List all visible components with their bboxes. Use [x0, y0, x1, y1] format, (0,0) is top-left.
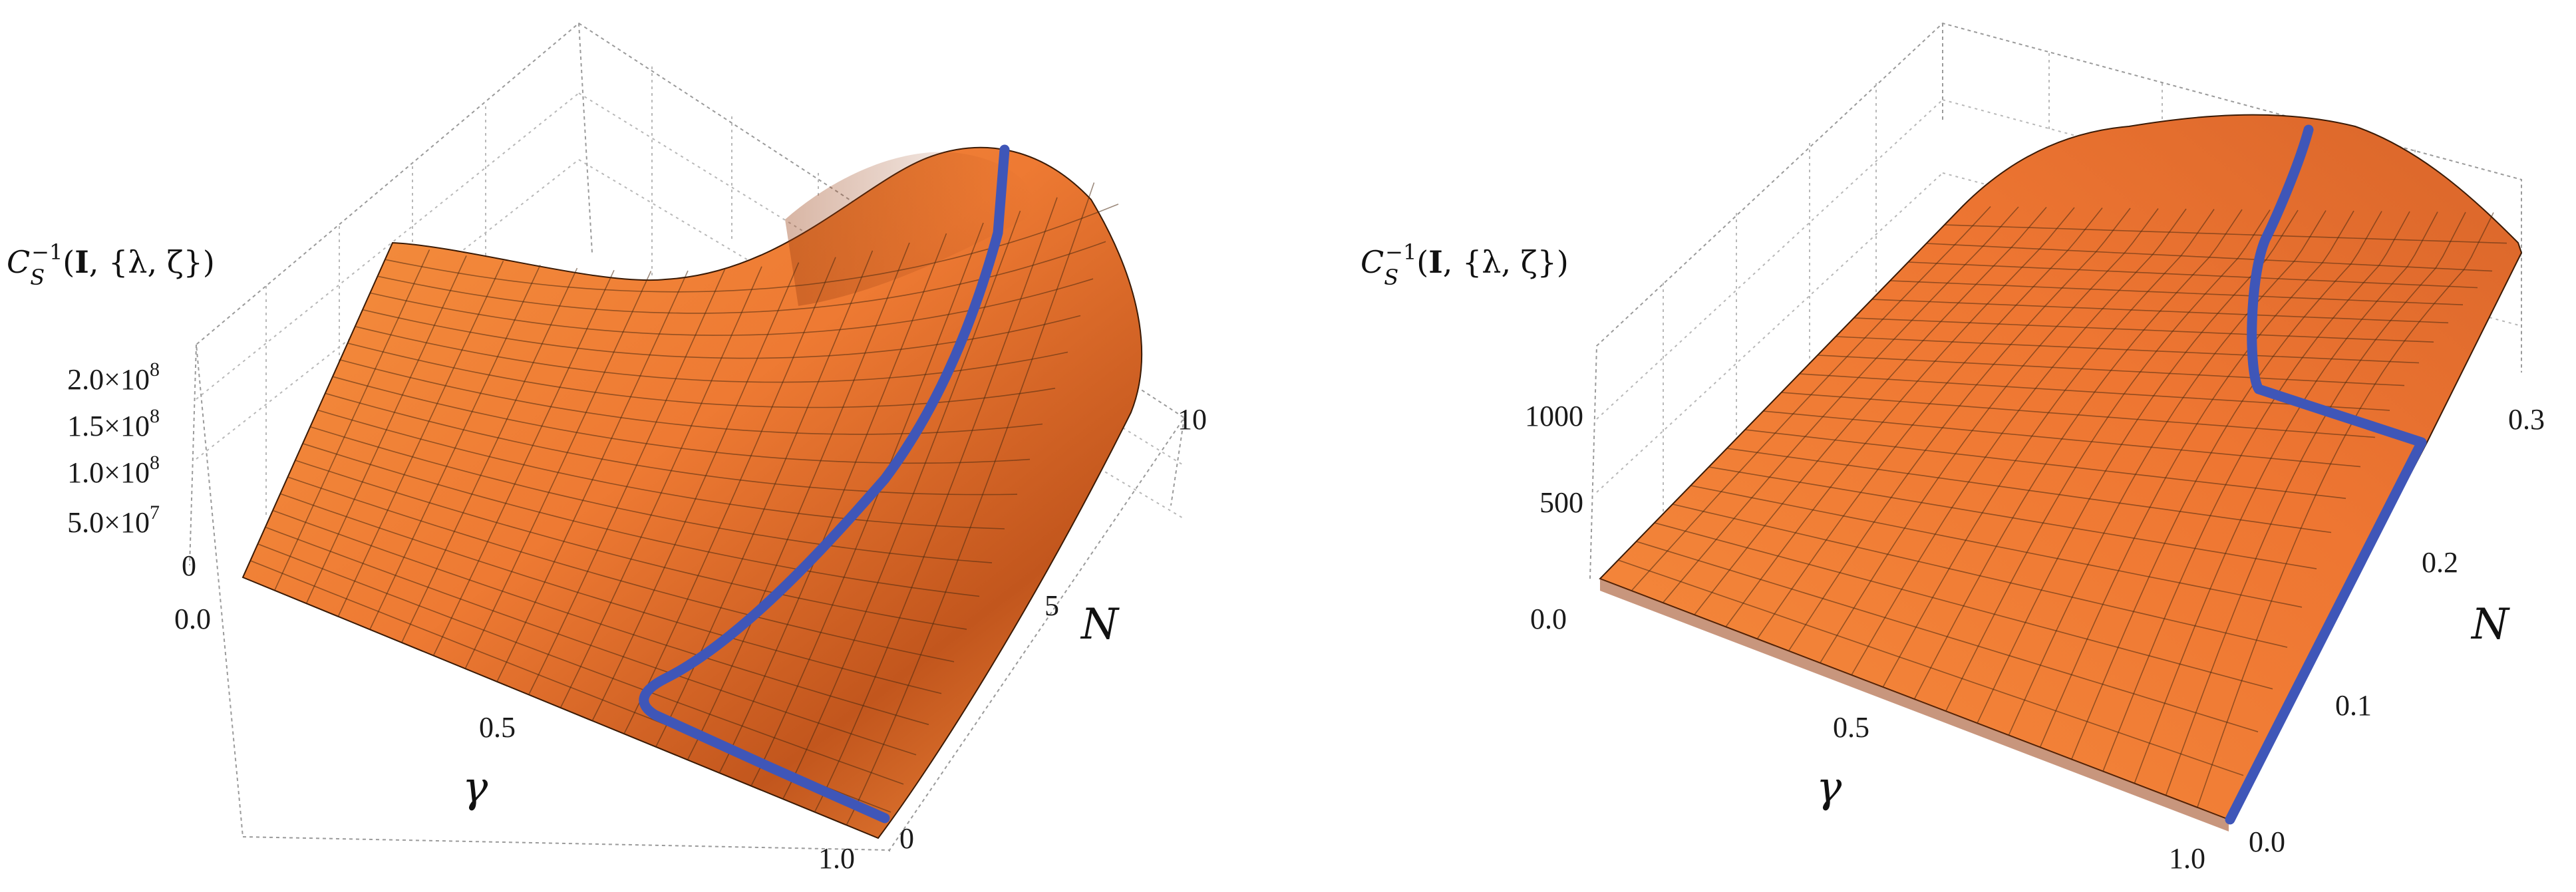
z-tick-label: 1.0×108 — [67, 452, 160, 489]
mesh-line — [1871, 299, 2449, 324]
z-axis-label-left: CS−1(I, {λ, ζ}) — [7, 239, 215, 290]
y-axis-label-left: N — [1080, 600, 1120, 649]
z-tick-label: 500 — [1539, 486, 1583, 519]
plot-box-right — [1589, 22, 2522, 579]
x-tick-label: 0.5 — [1833, 711, 1869, 744]
surface-left — [242, 146, 1143, 839]
surface-plot-right: 500 1000 CS−1(I, {λ, ζ}) 0.0 0.5 1.0 γ 0… — [1361, 22, 2545, 875]
y-tick-label: 0 — [899, 822, 914, 855]
y-tick-label: 0.2 — [2422, 546, 2458, 579]
mesh-line — [1944, 224, 2507, 244]
z-tick-label: 0 — [182, 549, 196, 582]
mesh-line — [272, 510, 929, 726]
x-axis-ticks-right: 0.0 0.5 1.0 — [1530, 603, 2205, 875]
x-tick-label: 0.0 — [174, 603, 211, 635]
series-curve-right — [2225, 124, 2427, 825]
z-axis-label-right: CS−1(I, {λ, ζ}) — [1361, 239, 1569, 290]
mesh-line — [1744, 429, 2346, 500]
mesh-line — [1908, 261, 2478, 289]
x-axis-label-right: γ — [1816, 763, 1842, 812]
mesh-line — [1654, 522, 2273, 690]
mesh-line — [1836, 336, 2420, 364]
z-tick-label: 1.5×108 — [67, 405, 160, 442]
mesh-line — [1926, 243, 2493, 272]
mesh-line — [295, 460, 967, 630]
mesh-line — [1763, 410, 2361, 468]
mesh-line — [1889, 280, 2464, 305]
mesh-line — [1618, 559, 2244, 776]
mesh-line — [317, 409, 1005, 529]
mesh-line — [1708, 466, 2317, 569]
x-tick-label: 0.0 — [1530, 603, 1567, 635]
mesh-line — [265, 526, 917, 756]
surface-plot-left: 0 5.0×107 1.0×108 1.5×108 2.0×108 CS−1(I… — [7, 22, 1207, 875]
mesh-line — [287, 476, 955, 663]
x-tick-label: 0.5 — [479, 711, 516, 744]
mesh-line — [280, 493, 942, 694]
x-tick-label: 1.0 — [2169, 842, 2205, 875]
mesh-line — [340, 359, 1043, 435]
y-axis-ticks-right: 0.0 0.1 0.2 0.3 — [2249, 403, 2545, 858]
x-tick-label: 1.0 — [818, 842, 855, 875]
y-axis-label-right: N — [2470, 600, 2510, 649]
mesh-line — [1853, 317, 2434, 343]
x-axis-label-left: γ — [462, 763, 488, 812]
mesh-line — [325, 392, 1018, 496]
z-tick-label: 5.0×107 — [67, 502, 160, 539]
y-tick-label: 5 — [1045, 589, 1059, 622]
mesh-line — [1690, 485, 2303, 608]
mesh-line — [257, 543, 904, 785]
z-axis-ticks-left: 0 5.0×107 1.0×108 1.5×108 2.0×108 — [67, 359, 196, 582]
z-tick-label: 1000 — [1525, 400, 1583, 432]
mesh-line — [1672, 504, 2288, 648]
series-curve-left — [639, 144, 1010, 823]
mesh-line — [1817, 355, 2405, 386]
mesh-line — [1636, 541, 2259, 732]
y-tick-label: 0.1 — [2335, 689, 2372, 722]
y-tick-label: 0.0 — [2249, 825, 2285, 858]
mesh-line — [332, 376, 1031, 464]
mesh-line — [1726, 448, 2332, 533]
mesh-line — [1781, 392, 2376, 438]
y-tick-label: 0.3 — [2508, 403, 2545, 436]
mesh-line — [310, 426, 993, 563]
mesh-line — [302, 443, 980, 597]
z-tick-label: 2.0×108 — [67, 359, 160, 396]
surface-right — [1599, 114, 2523, 831]
y-tick-label: 10 — [1178, 403, 1207, 436]
x-axis-ticks-left: 0.0 0.5 1.0 — [174, 603, 855, 875]
z-axis-ticks-right: 500 1000 — [1525, 400, 1583, 519]
y-axis-ticks-left: 0 5 10 — [899, 403, 1207, 855]
